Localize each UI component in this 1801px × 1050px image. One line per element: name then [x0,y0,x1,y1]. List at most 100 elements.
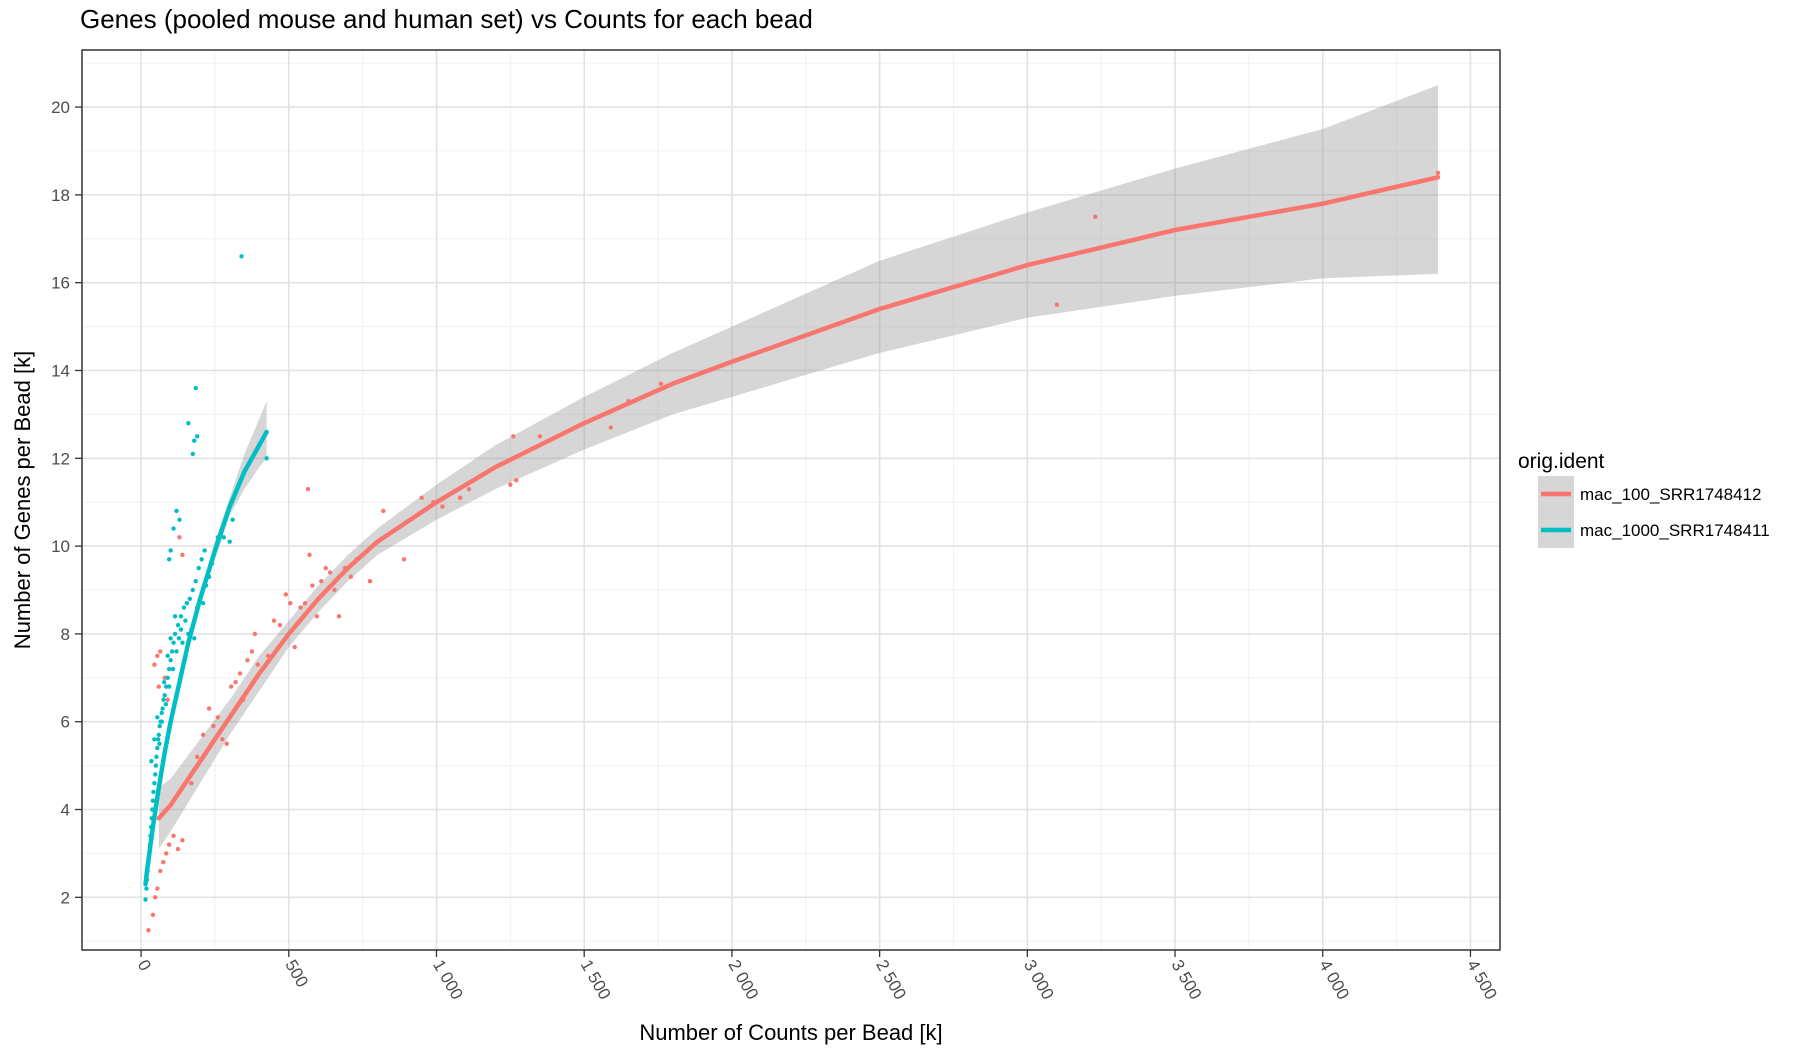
data-point [166,684,172,689]
data-point [336,614,342,619]
data-point [144,886,149,891]
data-point [302,600,308,606]
data-point [175,846,181,852]
data-point [151,789,156,795]
data-point [1435,170,1441,176]
data-point [193,579,198,584]
x-tick-label: 4 000 [1315,957,1353,1003]
x-tick-label: 2 000 [724,957,762,1003]
y-tick-label: 16 [51,274,70,293]
data-point [466,486,472,492]
data-point [175,622,181,628]
data-point [180,838,185,843]
data-point [181,605,187,610]
x-axis-title: Number of Counts per Bead [k] [639,1020,942,1045]
data-point [184,600,190,606]
data-point [283,592,289,597]
data-point [199,557,204,562]
data-point [154,754,159,760]
x-tick-label: 3 000 [1020,957,1058,1003]
data-point [157,741,162,746]
legend-title: orig.ident [1518,450,1605,473]
data-point [155,653,160,659]
data-point [168,548,173,553]
data-point [152,737,157,742]
data-point [298,605,303,610]
data-point [367,579,373,584]
data-point [168,636,173,641]
data-point [227,539,232,544]
data-point [177,535,182,540]
data-point [440,504,445,509]
data-point [165,697,170,702]
data-point [146,928,151,933]
data-point [189,780,194,786]
data-point [177,517,182,522]
data-point [348,574,354,580]
data-point [255,662,260,667]
y-tick-label: 10 [51,537,70,556]
legend: orig.ident mac_100_SRR1748412 mac_1000_SR… [1518,450,1770,548]
data-point [1054,302,1060,307]
y-axis-title: Number of Genes per Bead [k] [10,351,35,649]
data-point [381,508,386,514]
data-point [292,644,297,650]
y-tick-label: 8 [61,625,70,644]
data-point [233,679,238,685]
data-point [211,723,216,729]
fit-line [156,175,1441,821]
data-point [166,842,172,847]
x-tick-label: 4 500 [1463,957,1501,1003]
data-point [157,723,162,729]
data-point [161,859,166,865]
data-point [174,508,179,514]
data-point [511,434,516,439]
y-tick-label: 4 [61,801,70,820]
confidence-band [158,85,1438,850]
data-point [156,732,162,738]
data-point [165,675,170,681]
plot-panel-border [81,49,1501,951]
legend-label: mac_100_SRR1748412 [1580,485,1761,504]
data-point [195,434,200,439]
x-tick-label: 1 000 [429,957,467,1003]
data-point [608,425,613,430]
data-point [264,456,269,461]
data-point [166,666,172,672]
data-point [196,565,201,571]
data-point [171,526,176,531]
data-point [237,671,243,676]
data-point [271,618,277,623]
data-point [149,759,154,764]
data-point [277,622,283,628]
data-point [220,737,225,742]
data-point [215,715,221,720]
data-point [192,636,197,641]
y-tick-label: 20 [51,98,70,117]
data-point [172,631,178,637]
data-point [332,587,337,593]
data-point [206,706,212,711]
data-point [327,570,333,575]
y-tick-label: 12 [51,449,70,468]
data-point [192,438,197,443]
data-point [457,495,463,501]
data-point [180,552,185,558]
data-point [319,579,324,584]
data-point [314,614,320,619]
data-point [156,737,161,742]
data-point [419,495,424,501]
data-point [195,754,200,760]
data-point [190,451,195,457]
data-point [152,662,157,667]
data-point [150,798,156,803]
data-point [163,851,169,856]
data-point [150,912,156,918]
x-tick-label: 1 500 [577,957,615,1003]
data-point [178,627,184,632]
data-point [160,706,165,711]
data-point [401,557,407,562]
y-tick-label: 6 [61,713,70,732]
data-point [187,596,193,601]
